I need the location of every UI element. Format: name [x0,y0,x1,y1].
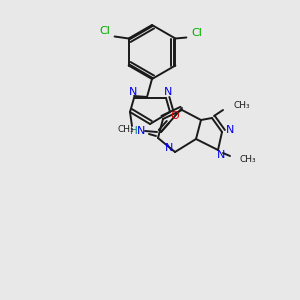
Text: N: N [165,143,173,153]
Text: H: H [130,126,138,136]
Text: Cl: Cl [99,26,110,37]
Text: CH₃: CH₃ [117,124,134,134]
Text: N: N [164,87,172,97]
Text: N: N [137,126,145,136]
Text: O: O [171,111,179,121]
Text: N: N [226,125,234,135]
Text: Cl: Cl [191,28,202,38]
Text: N: N [129,87,137,97]
Text: CH₃: CH₃ [234,101,250,110]
Text: CH₃: CH₃ [240,155,256,164]
Text: N: N [217,150,225,160]
